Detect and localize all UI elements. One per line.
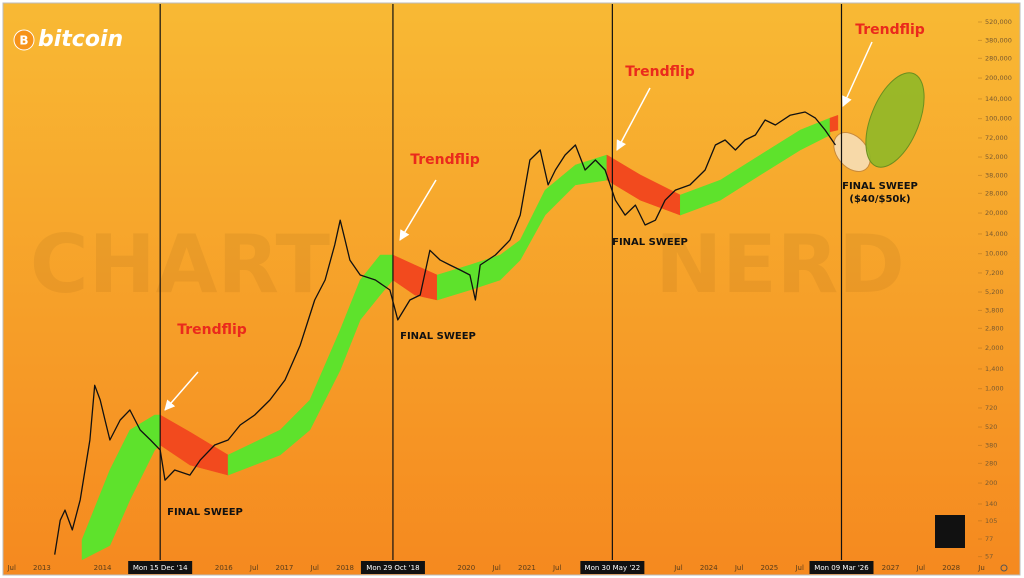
band-segment — [680, 117, 831, 216]
y-tick-label: 520 — [985, 423, 997, 431]
x-tick-label: 2020 — [457, 564, 475, 572]
y-tick-label: 2,000 — [985, 344, 1004, 352]
arrow — [842, 41, 873, 107]
arrow — [399, 179, 437, 241]
y-tick-label: 77 — [985, 535, 993, 543]
x-tick-label: 2018 — [336, 564, 354, 572]
y-tick-label: 720 — [985, 404, 997, 412]
event-label-box — [360, 561, 425, 574]
event-label-box — [809, 561, 874, 574]
band-segment — [829, 114, 839, 133]
y-tick-label: 20,000 — [985, 209, 1008, 217]
x-tick-label: Ju — [977, 564, 985, 572]
x-tick-label: 2017 — [276, 564, 294, 572]
x-tick-label: Jul — [794, 564, 804, 572]
x-tick-label: Jul — [491, 564, 501, 572]
y-tick-label: 57 — [985, 553, 993, 561]
x-tick-label: Jul — [552, 564, 562, 572]
y-tick-label: 140,000 — [985, 95, 1012, 103]
y-tick-label: 28,000 — [985, 189, 1008, 197]
trendflip-label: Trendflip — [625, 64, 695, 80]
arrows — [164, 41, 873, 411]
x-tick-label: 2016 — [215, 564, 233, 572]
final-sweep-label: FINAL SWEEP — [842, 181, 918, 192]
y-tick-label: 52,000 — [985, 153, 1008, 161]
final-sweep-label: FINAL SWEEP — [400, 331, 476, 342]
y-tick-label: 105 — [985, 517, 997, 525]
y-tick-label: 14,000 — [985, 230, 1008, 238]
x-tick-label: Jul — [249, 564, 259, 572]
y-tick-label: 3,800 — [985, 306, 1004, 314]
y-tick-label: 72,000 — [985, 134, 1008, 142]
event-label: Mon 30 May '22 — [585, 564, 641, 572]
x-tick-label: 2013 — [33, 564, 51, 572]
logo-symbol: B — [19, 34, 28, 48]
final-sweep-label: FINAL SWEEP — [612, 237, 688, 248]
watermark-text: CHART — [30, 218, 331, 311]
final-sweep-label: ($40/$50k) — [849, 194, 910, 205]
trendflip-label: Trendflip — [410, 152, 480, 168]
x-tick-label: Jul — [673, 564, 683, 572]
y-tick-label: 280 — [985, 459, 997, 467]
event-label: Mon 15 Dec '14 — [133, 564, 188, 572]
y-tick-label: 1,400 — [985, 365, 1004, 373]
event-label-box — [580, 561, 645, 574]
y-tick-label: 10,000 — [985, 250, 1008, 258]
watermark: CHART NERD — [30, 218, 905, 311]
price-line — [54, 111, 836, 555]
arrow — [164, 371, 199, 411]
y-tick-label: 520,000 — [985, 18, 1012, 26]
y-tick-label: 380,000 — [985, 36, 1012, 44]
watermark-text: NERD — [655, 218, 905, 311]
y-tick-label: 200 — [985, 479, 997, 487]
y-tick-label: 38,000 — [985, 171, 1008, 179]
x-tick-label: 2028 — [942, 564, 960, 572]
y-tick-label: 7,200 — [985, 269, 1004, 277]
corner-logo — [935, 515, 965, 548]
x-tick-label: Jul — [916, 564, 926, 572]
x-tick-label: Jul — [734, 564, 744, 572]
x-tick-label: 2021 — [518, 564, 536, 572]
event-label-box — [128, 561, 193, 574]
x-tick-label: 2014 — [94, 564, 112, 572]
x-tick-label: 2024 — [700, 564, 718, 572]
y-tick-label: 280,000 — [985, 54, 1012, 62]
y-tick-label: 380 — [985, 441, 997, 449]
trendflip-label: Trendflip — [177, 322, 247, 338]
y-tick-label: 100,000 — [985, 115, 1012, 123]
event-label: Mon 29 Oct '18 — [366, 564, 419, 572]
x-tick-label: Jul — [310, 564, 320, 572]
target-zone — [865, 72, 925, 168]
arrow — [616, 87, 651, 151]
trendflip-label: Trendflip — [855, 22, 925, 38]
y-tick-label: 5,200 — [985, 288, 1004, 296]
logo-text: bitcoin — [38, 27, 123, 52]
target-zone — [833, 132, 871, 172]
y-tick-label: 200,000 — [985, 74, 1012, 82]
final-sweep-label: FINAL SWEEP — [167, 507, 243, 518]
logo-circle — [13, 29, 35, 51]
x-tick-label: Jul — [6, 564, 16, 572]
x-tick-label: 2025 — [760, 564, 778, 572]
y-tick-label: 1,000 — [985, 385, 1004, 393]
event-label: Mon 09 Mar '26 — [814, 564, 869, 572]
band — [81, 114, 839, 561]
y-tick-label: 2,800 — [985, 324, 1004, 332]
y-tick-label: 140 — [985, 500, 997, 508]
settings-icon[interactable] — [1000, 564, 1008, 572]
x-tick-label: 2027 — [882, 564, 900, 572]
